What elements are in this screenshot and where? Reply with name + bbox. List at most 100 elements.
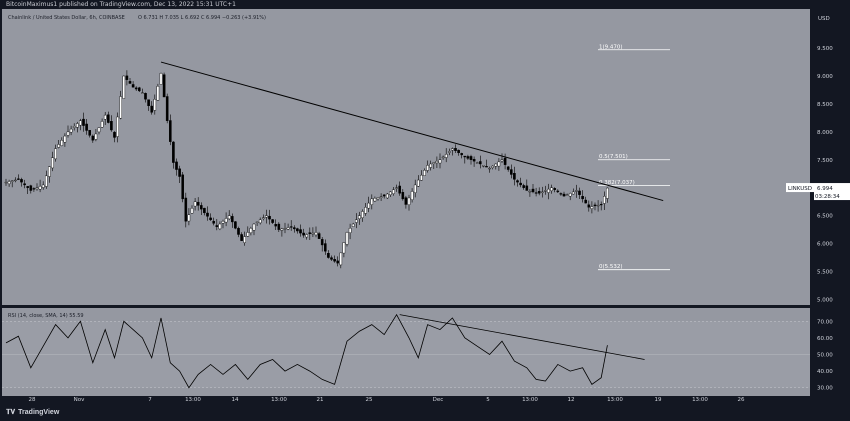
rsi-axis[interactable]: 30.00 40.00 50.00 60.00 70.00 <box>817 319 833 391</box>
candle-body <box>175 161 178 170</box>
candle-body <box>528 191 532 193</box>
candle-body <box>435 160 439 164</box>
time-tick-label: 12 <box>568 397 575 403</box>
candle-body <box>137 87 141 92</box>
candle-body <box>280 228 284 231</box>
candle-body <box>97 127 101 133</box>
candle-body <box>147 99 150 107</box>
candle-body <box>534 192 538 194</box>
candle-body <box>488 167 491 170</box>
candle-body <box>110 121 113 131</box>
candle-body <box>302 232 305 236</box>
candle-body <box>367 202 371 209</box>
candle-body <box>48 166 51 177</box>
candle-body <box>389 191 392 195</box>
ohlc-readout: O 6.731 H 7.035 L 6.692 C 6.994 −0.263 (… <box>138 15 266 21</box>
candle-body <box>172 141 175 163</box>
candle-body <box>187 214 191 222</box>
candle-body <box>379 196 383 198</box>
candle-body <box>190 207 194 214</box>
rsi-pane <box>2 308 810 396</box>
candle-body <box>575 190 578 192</box>
candle-body <box>4 181 8 184</box>
tradingview-logo-icon: 𝐓𝐕 <box>6 409 16 416</box>
candle-body <box>537 190 541 194</box>
candle-body <box>423 170 426 176</box>
candle-body <box>395 187 398 189</box>
candle-body <box>479 161 482 165</box>
time-tick-label: 21 <box>317 397 324 403</box>
candle-body <box>94 133 98 140</box>
candle-body <box>224 218 228 223</box>
price-trendline[interactable] <box>160 61 664 202</box>
rsi-trendline[interactable] <box>399 314 645 360</box>
candle-body <box>472 158 476 162</box>
bar-countdown: 03:28:34 <box>815 194 840 200</box>
candle-body <box>237 228 240 235</box>
candle-body <box>426 165 429 171</box>
time-tick-label: 13:00 <box>522 397 538 403</box>
publisher-line: BitcoinMaximus1 published on TradingView… <box>6 1 236 8</box>
candle-body <box>131 84 135 88</box>
candle-body <box>184 197 188 222</box>
time-tick-label: 28 <box>29 397 36 403</box>
candle-body <box>510 169 513 175</box>
candle-body <box>460 153 464 156</box>
candle-body <box>506 166 510 170</box>
fib-level-label: 1(9.470) <box>599 44 623 50</box>
price-tick-label: 5.000 <box>817 297 833 303</box>
candle-body <box>17 178 20 180</box>
fibonacci-levels[interactable]: 1(9.470) 0.5(7.501) 0.382(7.037) 0(5.532) <box>598 44 670 270</box>
candle-body <box>519 182 522 186</box>
candle-body <box>106 114 110 123</box>
price-tick-label: 9.500 <box>817 46 833 52</box>
rsi-bands <box>2 320 810 388</box>
candle-body <box>392 189 395 194</box>
candle-body <box>209 217 212 221</box>
rsi-tick-label: 70.00 <box>817 319 833 325</box>
candle-body <box>286 227 290 230</box>
candle-body <box>541 191 544 193</box>
price-tag-value: 6.994 <box>817 186 833 192</box>
candle-body <box>342 242 346 254</box>
candle-body <box>544 190 547 192</box>
candle-body <box>590 206 594 209</box>
currency-label: USD <box>818 16 830 22</box>
candle-body <box>376 197 380 200</box>
candle-body <box>293 227 296 230</box>
candle-body <box>168 120 172 142</box>
time-tick-label: 13:00 <box>692 397 708 403</box>
candle-body <box>345 232 349 245</box>
candle-body <box>314 232 318 236</box>
candle-body <box>438 159 442 164</box>
symbol-title: Chainlink / United States Dollar, 6h, CO… <box>8 15 125 21</box>
candle-body <box>249 228 253 234</box>
candle-body <box>240 234 243 241</box>
candle-body <box>373 197 377 202</box>
candle-body <box>156 86 160 101</box>
candle-body <box>550 187 553 192</box>
time-tick-label: 7 <box>148 397 152 403</box>
last-price-label: LINKUSD 6.994 03:28:34 <box>786 183 850 201</box>
candle-body <box>103 114 107 120</box>
candle-body <box>20 179 23 183</box>
time-axis[interactable]: 28 Nov 7 13:00 14 13:00 21 25 Dec 5 13:00 12 13:00 19… <box>29 397 745 403</box>
candle-body <box>13 179 17 182</box>
candle-body <box>134 87 138 90</box>
price-tick-label: 5.500 <box>817 269 833 275</box>
price-axis[interactable]: 5.0005.5006.0006.5007.0007.5008.0008.500… <box>817 46 833 303</box>
candle-body <box>274 224 278 227</box>
candle-body <box>234 221 237 229</box>
candle-body <box>69 128 73 133</box>
candle-body <box>153 99 157 111</box>
candle-body <box>45 175 48 187</box>
candle-body <box>327 253 330 258</box>
candle-body <box>66 131 70 136</box>
time-tick-label: 13:00 <box>185 397 201 403</box>
candle-body <box>587 204 591 208</box>
candle-body <box>144 93 147 100</box>
candle-body <box>556 190 560 193</box>
candle-body <box>547 188 550 193</box>
candle-body <box>466 156 470 159</box>
